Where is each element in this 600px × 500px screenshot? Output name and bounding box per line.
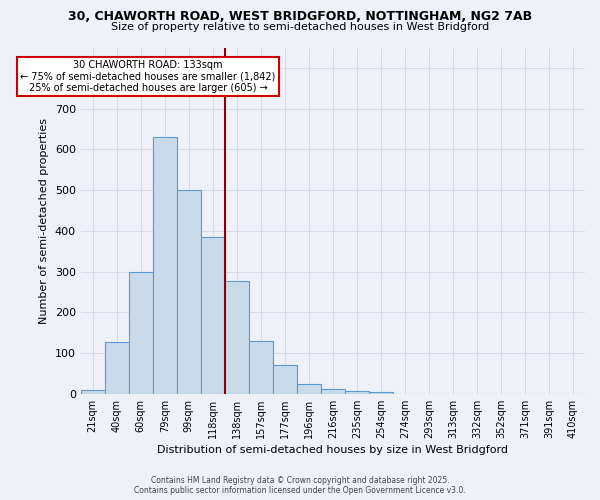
- Bar: [177, 190, 201, 394]
- Bar: [201, 237, 225, 394]
- Bar: [129, 272, 153, 394]
- Bar: [345, 391, 369, 394]
- Bar: [153, 137, 177, 394]
- Bar: [321, 388, 345, 394]
- X-axis label: Distribution of semi-detached houses by size in West Bridgford: Distribution of semi-detached houses by …: [157, 445, 508, 455]
- Text: Size of property relative to semi-detached houses in West Bridgford: Size of property relative to semi-detach…: [111, 22, 489, 32]
- Bar: [369, 392, 393, 394]
- Bar: [105, 342, 129, 394]
- Bar: [80, 390, 105, 394]
- Bar: [225, 280, 249, 394]
- Bar: [249, 341, 273, 394]
- Bar: [297, 384, 321, 394]
- Y-axis label: Number of semi-detached properties: Number of semi-detached properties: [39, 118, 49, 324]
- Text: 30, CHAWORTH ROAD, WEST BRIDGFORD, NOTTINGHAM, NG2 7AB: 30, CHAWORTH ROAD, WEST BRIDGFORD, NOTTI…: [68, 10, 532, 23]
- Text: 30 CHAWORTH ROAD: 133sqm
← 75% of semi-detached houses are smaller (1,842)
25% o: 30 CHAWORTH ROAD: 133sqm ← 75% of semi-d…: [20, 60, 275, 93]
- Text: Contains HM Land Registry data © Crown copyright and database right 2025.
Contai: Contains HM Land Registry data © Crown c…: [134, 476, 466, 495]
- Bar: [273, 366, 297, 394]
